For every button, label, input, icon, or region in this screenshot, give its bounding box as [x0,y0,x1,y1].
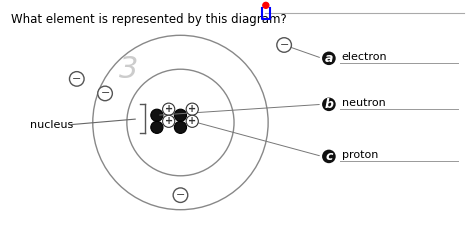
Text: −: − [100,88,110,98]
Text: −: − [280,40,289,50]
Circle shape [186,115,198,127]
Text: c: c [325,150,333,163]
Text: proton: proton [342,150,378,160]
Circle shape [322,98,336,111]
Circle shape [263,2,269,8]
Circle shape [174,109,187,121]
Circle shape [151,109,163,121]
Circle shape [163,103,175,115]
Circle shape [98,86,112,101]
Text: +: + [164,116,173,126]
Circle shape [163,115,175,127]
Text: a: a [325,52,333,65]
Circle shape [322,51,336,65]
Text: +: + [188,116,196,126]
Text: −: − [176,190,185,200]
Circle shape [174,121,187,133]
Circle shape [173,188,188,202]
Text: +: + [164,104,173,114]
Circle shape [277,38,292,52]
Circle shape [322,150,336,163]
Text: +: + [188,104,196,114]
Text: 3: 3 [119,55,138,84]
Text: electron: electron [342,52,387,62]
Circle shape [70,72,84,86]
Circle shape [186,103,198,115]
Text: b: b [324,98,333,111]
Text: nucleus: nucleus [30,120,73,130]
Text: What element is represented by this diagram?: What element is represented by this diag… [11,13,287,26]
Text: neutron: neutron [342,98,385,108]
Circle shape [151,121,163,133]
Text: −: − [72,74,82,84]
